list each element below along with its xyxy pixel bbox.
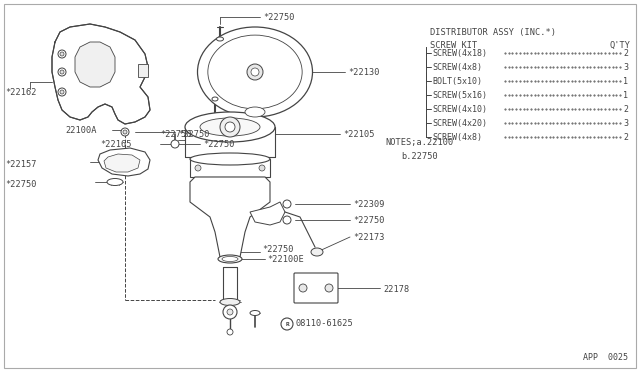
Circle shape (259, 165, 265, 171)
Circle shape (58, 50, 66, 58)
Polygon shape (250, 202, 285, 225)
Text: 1: 1 (623, 77, 628, 86)
Circle shape (227, 309, 233, 315)
Circle shape (283, 216, 291, 224)
Text: *22165: *22165 (100, 140, 131, 148)
Circle shape (227, 329, 233, 335)
Circle shape (123, 130, 127, 134)
Text: *22750: *22750 (160, 129, 191, 138)
Text: SCREW(4x8): SCREW(4x8) (432, 132, 482, 141)
Ellipse shape (222, 257, 238, 262)
Text: *22750: *22750 (262, 246, 294, 254)
Text: *22750: *22750 (203, 140, 234, 148)
Text: SCREW(4x8): SCREW(4x8) (432, 62, 482, 71)
Ellipse shape (200, 118, 260, 136)
Text: SCREW(4x10): SCREW(4x10) (432, 105, 487, 113)
Text: *22105: *22105 (343, 129, 374, 138)
Ellipse shape (190, 153, 270, 165)
Ellipse shape (212, 97, 218, 101)
Text: *22157: *22157 (5, 160, 36, 169)
Text: 3: 3 (623, 119, 628, 128)
Text: *22173: *22173 (353, 232, 385, 241)
Text: *22162: *22162 (5, 87, 36, 96)
Ellipse shape (250, 311, 260, 315)
Ellipse shape (107, 179, 123, 186)
Polygon shape (138, 64, 148, 77)
Text: Q'TY: Q'TY (609, 41, 630, 49)
Circle shape (281, 318, 293, 330)
Text: SCREW(4x20): SCREW(4x20) (432, 119, 487, 128)
Circle shape (171, 140, 179, 148)
Circle shape (58, 68, 66, 76)
Text: NOTES;a.22100: NOTES;a.22100 (385, 138, 453, 147)
Text: SCREW(4x18): SCREW(4x18) (432, 48, 487, 58)
Text: 2: 2 (623, 48, 628, 58)
Polygon shape (75, 42, 115, 87)
Text: 3: 3 (623, 62, 628, 71)
Ellipse shape (208, 35, 302, 109)
Polygon shape (52, 24, 150, 124)
Polygon shape (190, 177, 270, 257)
Polygon shape (190, 159, 270, 177)
Text: SCREW(5x16): SCREW(5x16) (432, 90, 487, 99)
Circle shape (283, 200, 291, 208)
Text: *22100E: *22100E (267, 254, 304, 263)
Text: *22750: *22750 (178, 129, 209, 138)
Text: BOLT(5x10): BOLT(5x10) (432, 77, 482, 86)
Text: 22100A: 22100A (65, 125, 97, 135)
Text: 1: 1 (623, 90, 628, 99)
Text: SCREW KIT: SCREW KIT (430, 41, 477, 49)
Circle shape (60, 90, 64, 94)
Text: 22178: 22178 (383, 285, 409, 295)
Circle shape (299, 284, 307, 292)
Polygon shape (104, 154, 140, 172)
Circle shape (121, 128, 129, 136)
Circle shape (60, 52, 64, 56)
Text: *22309: *22309 (353, 199, 385, 208)
Text: *22130: *22130 (348, 67, 380, 77)
Text: 2: 2 (623, 105, 628, 113)
Text: b.22750: b.22750 (401, 151, 438, 160)
Polygon shape (98, 148, 150, 176)
Circle shape (195, 165, 201, 171)
Ellipse shape (220, 298, 240, 305)
Text: *22750: *22750 (353, 215, 385, 224)
Ellipse shape (311, 248, 323, 256)
Circle shape (325, 284, 333, 292)
Text: *22750: *22750 (263, 13, 294, 22)
Text: R: R (285, 321, 289, 327)
Circle shape (220, 117, 240, 137)
Text: DISTRIBUTOR ASSY (INC.*): DISTRIBUTOR ASSY (INC.*) (430, 28, 556, 36)
Circle shape (247, 64, 263, 80)
Text: APP  0025: APP 0025 (583, 353, 628, 362)
Circle shape (60, 70, 64, 74)
Ellipse shape (218, 255, 242, 263)
Text: 08110-61625: 08110-61625 (295, 320, 353, 328)
Text: *22750: *22750 (5, 180, 36, 189)
Circle shape (251, 68, 259, 76)
Ellipse shape (185, 112, 275, 142)
Text: 2: 2 (623, 132, 628, 141)
Ellipse shape (198, 27, 312, 117)
Circle shape (223, 305, 237, 319)
Circle shape (225, 122, 235, 132)
Circle shape (58, 88, 66, 96)
FancyBboxPatch shape (294, 273, 338, 303)
Ellipse shape (245, 107, 265, 117)
Ellipse shape (216, 37, 223, 41)
